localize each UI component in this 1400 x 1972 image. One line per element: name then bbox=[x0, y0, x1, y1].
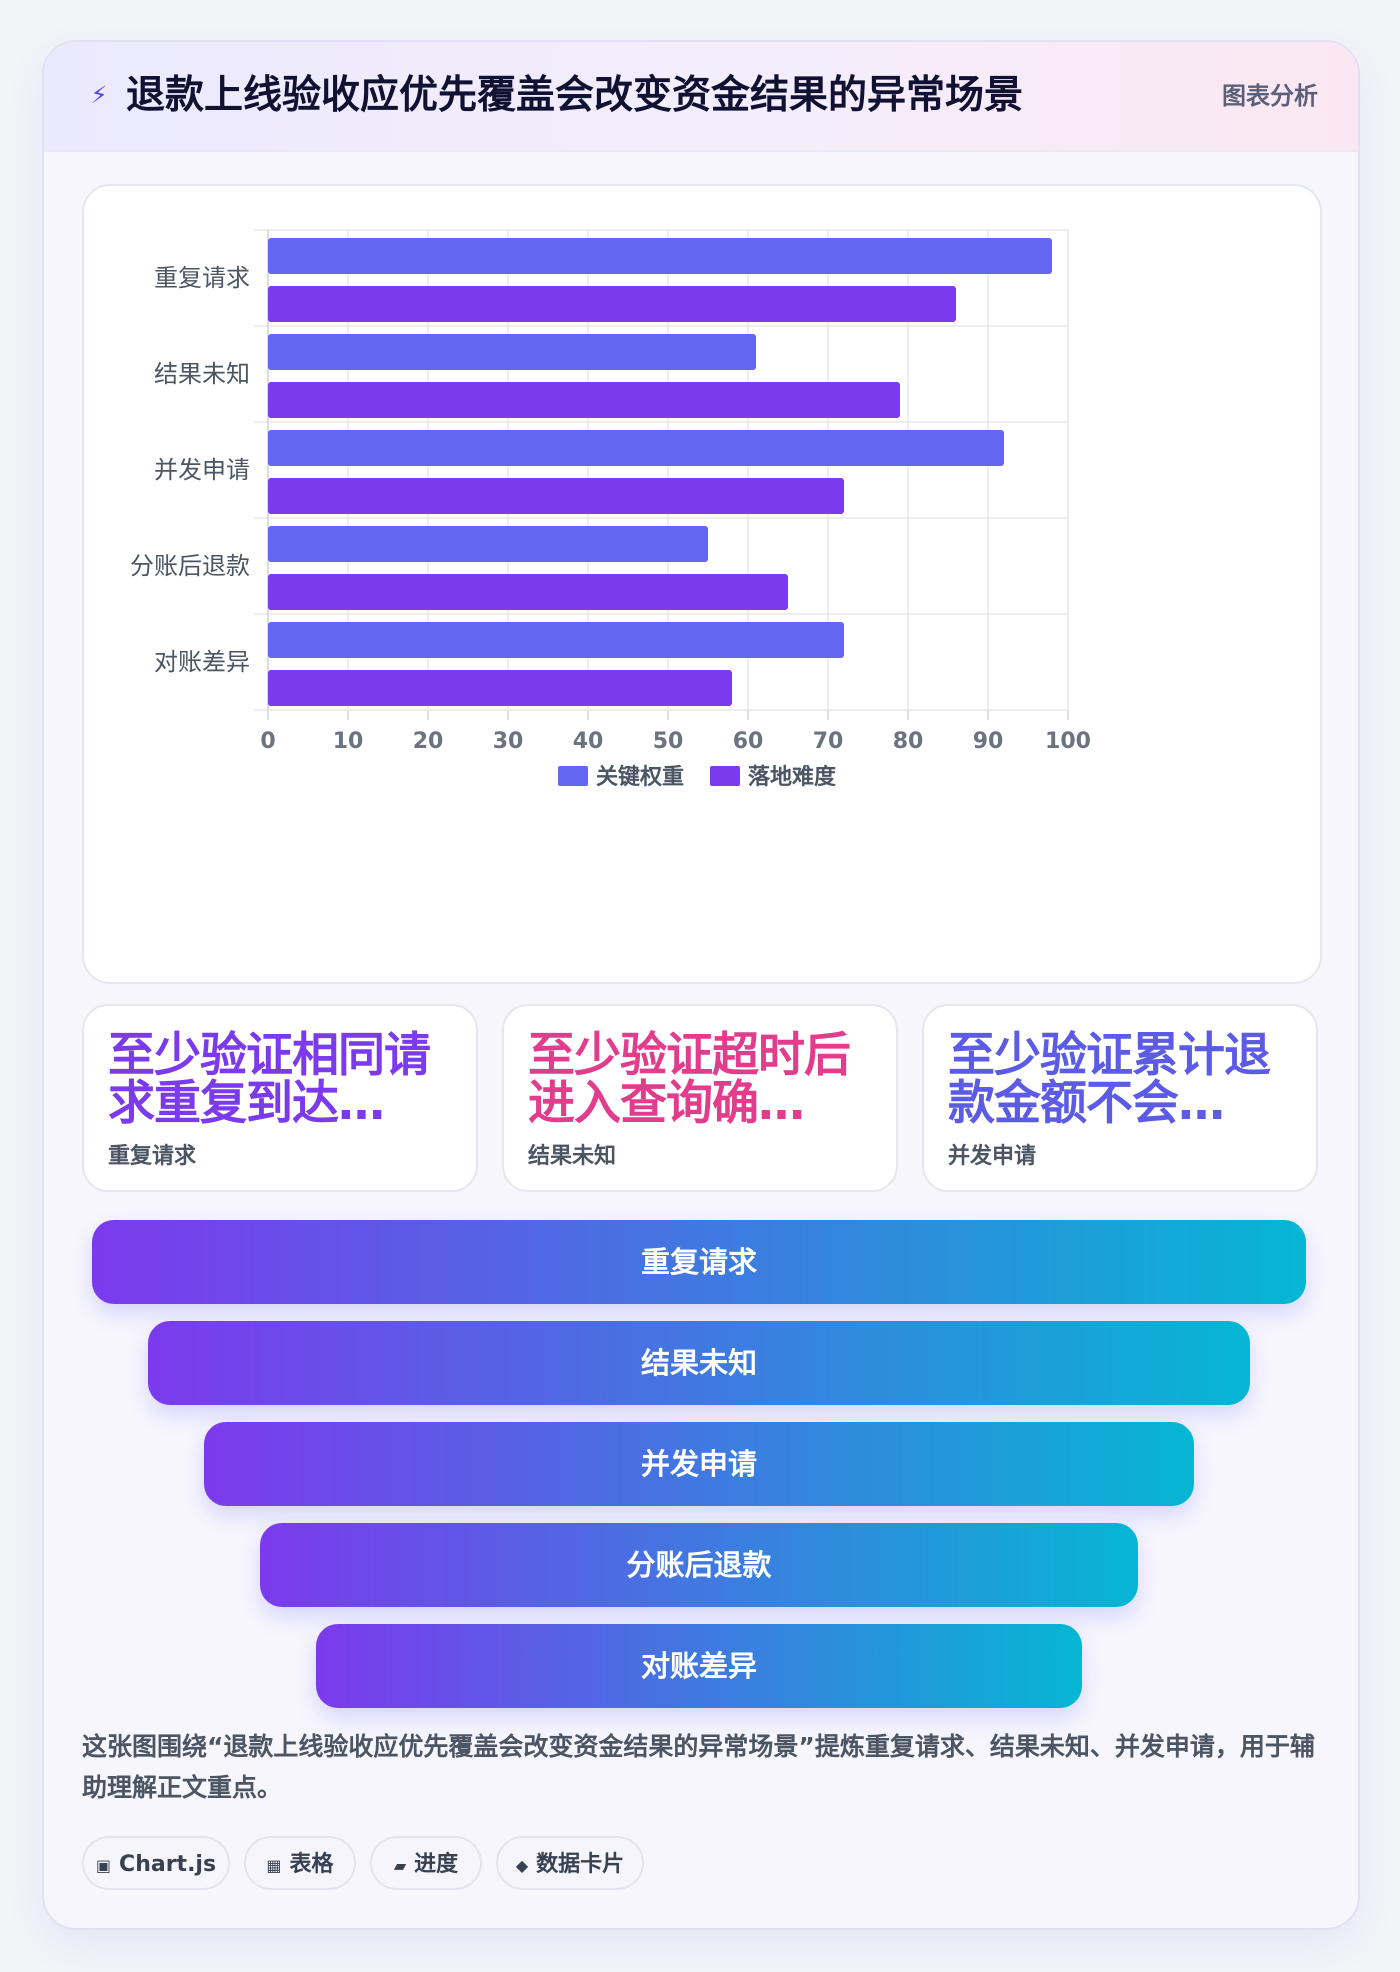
x-tick-label: 0 bbox=[260, 729, 275, 754]
tag-progress[interactable]: ▰ 进度 bbox=[370, 1836, 482, 1890]
bar-chart: 0 10 20 30 40 50 60 70 80 90 100 重复请求结果未知并发申请分账后退款对… bbox=[130, 229, 1091, 790]
tag-label: 表格 bbox=[289, 1852, 334, 1877]
x-tick-label: 80 bbox=[893, 729, 924, 754]
tag-chartjs[interactable]: ▣ Chart.js bbox=[82, 1836, 230, 1890]
chart-description: 这张图围绕“退款上线验收应优先覆盖会改变资金结果的异常场景”提炼重复请求、结果未… bbox=[82, 1732, 1315, 1802]
bar bbox=[268, 622, 844, 658]
kpi-card-2: 至少验证超时后进入查询确… 结果未知 bbox=[502, 1004, 898, 1192]
x-tick-label: 100 bbox=[1045, 729, 1091, 754]
x-tick-label: 40 bbox=[573, 729, 604, 754]
y-tick-label: 并发申请 bbox=[154, 456, 250, 484]
funnel-stage: 对账差异 bbox=[316, 1624, 1082, 1708]
legend-swatch bbox=[558, 766, 588, 786]
x-tick-label: 60 bbox=[733, 729, 764, 754]
kpi-label: 重复请求 bbox=[108, 1144, 197, 1169]
kpi-label: 结果未知 bbox=[528, 1144, 617, 1169]
x-tick-label: 10 bbox=[333, 729, 364, 754]
progress-icon: ▰ bbox=[393, 1856, 407, 1875]
kpi-value: 至少验证累计退款金额不会… bbox=[948, 1028, 1271, 1131]
bar bbox=[268, 334, 756, 370]
bar bbox=[268, 430, 1004, 466]
kpi-value: 至少验证超时后进入查询确… bbox=[528, 1028, 851, 1131]
analysis-card: ⚡ 退款上线验收应优先覆盖会改变资金结果的异常场景 图表分析 0 10 20 30 40… bbox=[42, 40, 1360, 1930]
bar bbox=[268, 238, 1052, 274]
funnel-stage: 并发申请 bbox=[204, 1422, 1194, 1506]
card-header: ⚡ 退款上线验收应优先覆盖会改变资金结果的异常场景 图表分析 bbox=[44, 42, 1358, 152]
x-tick-label: 70 bbox=[813, 729, 844, 754]
tag-label: 数据卡片 bbox=[536, 1852, 625, 1877]
legend-label: 落地难度 bbox=[748, 764, 837, 790]
tag-label: 进度 bbox=[414, 1852, 459, 1877]
funnel: 重复请求 结果未知 并发申请 分账后退款 对账差异 bbox=[44, 1220, 1358, 1708]
funnel-stage: 重复请求 bbox=[92, 1220, 1306, 1304]
chart-panel: 0 10 20 30 40 50 60 70 80 90 100 重复请求结果未知并发申请分账后退款对… bbox=[82, 184, 1322, 984]
kpi-card-1: 至少验证相同请求重复到达… 重复请求 bbox=[82, 1004, 478, 1192]
legend-label: 关键权重 bbox=[596, 764, 684, 790]
lightning-icon: ⚡ bbox=[90, 81, 108, 109]
bar bbox=[268, 670, 732, 706]
x-tick-label: 90 bbox=[973, 729, 1004, 754]
y-tick-label: 分账后退款 bbox=[130, 552, 250, 580]
kpi-label: 并发申请 bbox=[948, 1144, 1037, 1169]
x-tick-label: 50 bbox=[653, 729, 684, 754]
tag-table[interactable]: ▦ 表格 bbox=[244, 1836, 356, 1890]
tag-data-card[interactable]: ◆ 数据卡片 bbox=[496, 1836, 644, 1890]
bar bbox=[268, 382, 900, 418]
page-title: 退款上线验收应优先覆盖会改变资金结果的异常场景 bbox=[126, 73, 1024, 118]
y-tick-label: 结果未知 bbox=[154, 360, 250, 388]
y-tick-label: 对账差异 bbox=[154, 648, 250, 676]
funnel-stage: 结果未知 bbox=[148, 1321, 1250, 1405]
bar bbox=[268, 478, 844, 514]
x-tick-label: 20 bbox=[413, 729, 444, 754]
table-icon: ▦ bbox=[266, 1856, 282, 1875]
data-card-icon: ◆ bbox=[515, 1856, 529, 1875]
kpi-value: 至少验证相同请求重复到达… bbox=[108, 1028, 431, 1131]
tag-label: Chart.js bbox=[119, 1852, 217, 1877]
bar bbox=[268, 286, 956, 322]
chart-analysis-tag: 图表分析 bbox=[1222, 82, 1318, 110]
funnel-stage: 分账后退款 bbox=[260, 1523, 1138, 1607]
chart-icon: ▣ bbox=[95, 1856, 112, 1875]
legend-swatch bbox=[710, 766, 740, 786]
x-tick-label: 30 bbox=[493, 729, 524, 754]
bar bbox=[268, 574, 788, 610]
bar bbox=[268, 526, 708, 562]
kpi-card-3: 至少验证累计退款金额不会… 并发申请 bbox=[922, 1004, 1318, 1192]
y-tick-label: 重复请求 bbox=[154, 264, 250, 292]
kpi-row: 至少验证相同请求重复到达… 重复请求 至少验证超时后进入查询确… 结果未知 至少… bbox=[82, 1004, 1318, 1194]
